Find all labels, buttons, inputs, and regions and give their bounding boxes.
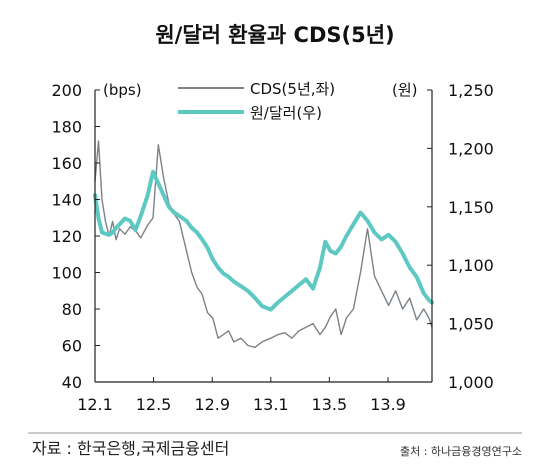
right-tick-label: 1,150 — [448, 198, 494, 217]
cds-series-line — [94, 140, 433, 348]
left-tick-label: 40 — [62, 373, 82, 392]
left-tick-label: 60 — [62, 337, 82, 356]
right-tick-label: 1,050 — [448, 315, 494, 334]
right-tick-label: 1,200 — [448, 139, 494, 158]
left-tick-label: 180 — [51, 118, 82, 137]
x-tick-label: 12.1 — [77, 395, 113, 414]
left-tick-label: 160 — [51, 154, 82, 173]
left-tick-label: 140 — [51, 191, 82, 210]
left-tick-label: 200 — [51, 81, 82, 100]
source-label: 자료 : 한국은행,국제금융센터 — [32, 439, 229, 458]
x-tick-label: 12.9 — [194, 395, 230, 414]
krw-series-line — [93, 169, 434, 312]
left-tick-label: 100 — [51, 264, 82, 283]
legend-label-cds: CDS(5년,좌) — [250, 80, 335, 98]
x-tick-label: 12.5 — [136, 395, 172, 414]
x-tick-label: 13.1 — [253, 395, 289, 414]
right-tick-label: 1,250 — [448, 81, 494, 100]
chart-title: 원/달러 환율과 CDS(5년) — [155, 23, 394, 47]
left-tick-label: 80 — [62, 300, 82, 319]
right-tick-label: 1,000 — [448, 373, 494, 392]
x-tick-label: 13.9 — [370, 395, 406, 414]
left-tick-label: 120 — [51, 227, 82, 246]
credit-label: 출처 : 하나금융경영연구소 — [400, 444, 522, 458]
series-layer — [93, 140, 434, 348]
right-tick-label: 1,100 — [448, 256, 494, 275]
legend: CDS(5년,좌) 원/달러(우) — [178, 80, 335, 122]
left-axis-unit: (bps) — [103, 81, 142, 99]
right-axis-unit: (원) — [392, 81, 418, 99]
x-tick-label: 13.5 — [312, 395, 348, 414]
legend-label-krw: 원/달러(우) — [250, 104, 322, 122]
axes-layer: 40 60 80 100 120 140 160 180 200 1,000 1,050 1,100 1… — [51, 81, 493, 414]
